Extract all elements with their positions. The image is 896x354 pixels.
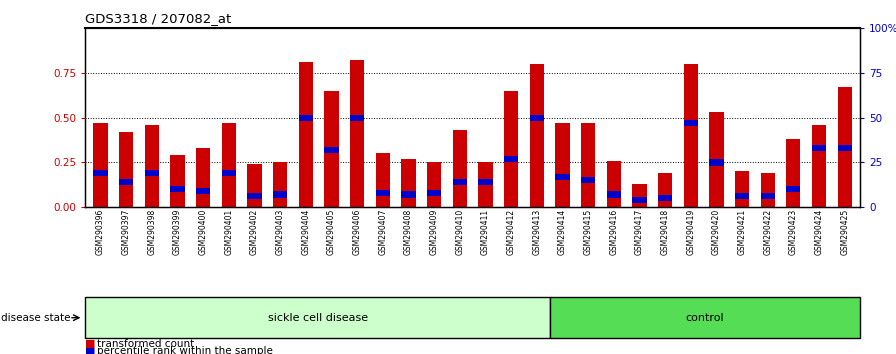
Bar: [478, 162, 493, 207]
Bar: [530, 64, 544, 207]
Bar: [298, 115, 313, 121]
Bar: [530, 115, 544, 121]
Text: ■: ■: [85, 339, 96, 349]
Bar: [556, 123, 570, 207]
Bar: [324, 91, 339, 207]
Bar: [427, 162, 441, 207]
Bar: [222, 123, 236, 207]
Bar: [658, 173, 672, 207]
Bar: [170, 186, 185, 192]
Bar: [504, 156, 518, 162]
Text: sickle cell disease: sickle cell disease: [268, 313, 367, 323]
Bar: [452, 130, 467, 207]
Bar: [427, 190, 441, 196]
Bar: [119, 132, 134, 207]
Bar: [556, 173, 570, 180]
Bar: [93, 170, 108, 176]
Bar: [658, 195, 672, 201]
Bar: [735, 193, 749, 200]
Bar: [375, 154, 390, 207]
Bar: [222, 170, 236, 176]
Bar: [582, 123, 595, 207]
Bar: [170, 155, 185, 207]
Bar: [504, 91, 518, 207]
Bar: [119, 179, 134, 185]
Text: disease state: disease state: [1, 313, 71, 323]
Text: transformed count: transformed count: [97, 339, 194, 349]
Bar: [273, 192, 288, 198]
Bar: [838, 87, 852, 207]
Bar: [633, 184, 647, 207]
Bar: [247, 193, 262, 200]
Bar: [478, 179, 493, 185]
Bar: [145, 125, 159, 207]
Bar: [812, 145, 826, 151]
Bar: [787, 139, 800, 207]
Bar: [761, 193, 775, 200]
Bar: [145, 170, 159, 176]
Bar: [735, 171, 749, 207]
Text: percentile rank within the sample: percentile rank within the sample: [97, 346, 272, 354]
Bar: [787, 186, 800, 192]
Bar: [350, 61, 364, 207]
Bar: [247, 164, 262, 207]
Bar: [607, 192, 621, 198]
Bar: [375, 190, 390, 196]
Bar: [710, 112, 723, 207]
Text: ■: ■: [85, 346, 96, 354]
Bar: [684, 120, 698, 126]
Text: GDS3318 / 207082_at: GDS3318 / 207082_at: [85, 12, 231, 25]
Bar: [761, 173, 775, 207]
Bar: [633, 197, 647, 203]
Text: control: control: [685, 313, 725, 323]
Bar: [607, 161, 621, 207]
Bar: [350, 115, 364, 121]
Bar: [93, 123, 108, 207]
Bar: [401, 159, 416, 207]
Bar: [298, 62, 313, 207]
Bar: [196, 188, 211, 194]
Bar: [196, 148, 211, 207]
Bar: [710, 159, 723, 166]
Bar: [684, 64, 698, 207]
Bar: [582, 177, 595, 183]
Bar: [452, 179, 467, 185]
Bar: [401, 192, 416, 198]
Bar: [812, 125, 826, 207]
Bar: [838, 145, 852, 151]
Bar: [324, 147, 339, 153]
Bar: [273, 162, 288, 207]
